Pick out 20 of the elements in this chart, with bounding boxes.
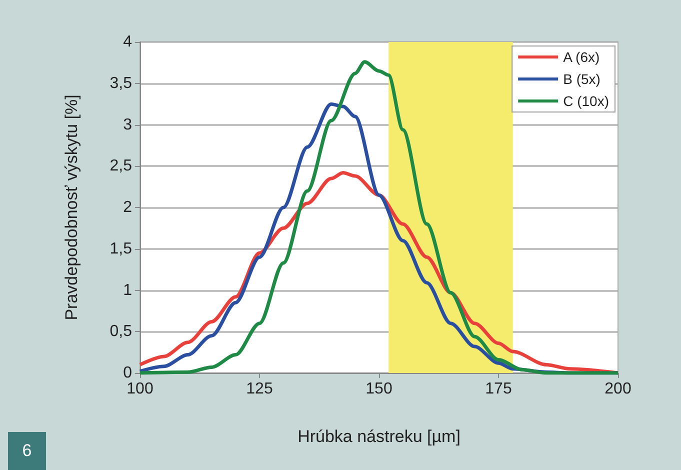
y-tick-label: 4 (123, 34, 132, 50)
y-tick-label: 1 (123, 282, 132, 299)
x-tick-label: 125 (246, 380, 273, 398)
x-tick-label: 175 (485, 380, 512, 398)
x-axis-title: Hrúbka nástreku [µm] (298, 427, 460, 446)
text: 6 (8, 432, 46, 470)
legend-label: A (6x) (563, 49, 600, 65)
y-tick-label: 1,5 (110, 240, 132, 258)
legend-label: C (10x) (563, 93, 610, 109)
y-tick-label: 0,5 (110, 323, 132, 340)
x-tick-label: 200 (604, 380, 632, 398)
legend-label: B (5x) (563, 71, 600, 87)
y-axis-title: Pravdepodobnosť výskytu [%] (62, 94, 81, 320)
y-tick-label: 3 (123, 116, 132, 134)
x-tick-label: 150 (366, 380, 392, 398)
y-tick-label: 2 (123, 199, 132, 216)
x-tick-label: 100 (126, 380, 154, 398)
y-tick-label: 2,5 (110, 158, 132, 175)
y-tick-label: 0 (123, 364, 132, 382)
y-tick-label: 3,5 (110, 74, 132, 92)
